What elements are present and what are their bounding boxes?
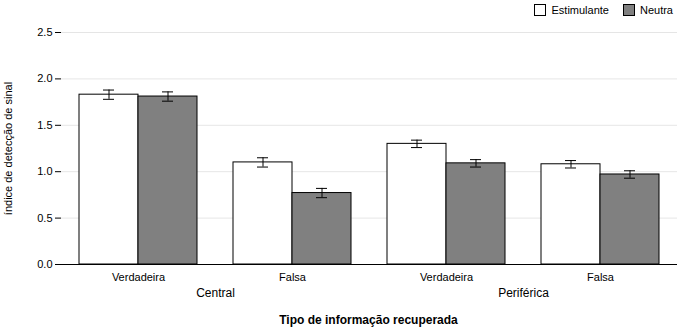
svg-text:Verdadeira: Verdadeira xyxy=(420,271,474,283)
svg-text:1.5: 1.5 xyxy=(37,119,52,131)
svg-text:índice de detecção de sinal: índice de detecção de sinal xyxy=(2,82,14,215)
svg-text:Verdadeira: Verdadeira xyxy=(112,271,166,283)
svg-text:2.0: 2.0 xyxy=(37,72,52,84)
svg-text:Falsa: Falsa xyxy=(587,271,615,283)
svg-text:Falsa: Falsa xyxy=(279,271,307,283)
svg-text:0.5: 0.5 xyxy=(37,212,52,224)
html-text:Estimulante: Estimulante xyxy=(551,4,609,16)
svg-text:1.0: 1.0 xyxy=(37,165,52,177)
svg-text:2.5: 2.5 xyxy=(37,26,52,38)
svg-text:Periférica: Periférica xyxy=(498,286,549,300)
html-text:Neutra: Neutra xyxy=(640,4,673,16)
html-text:Tipo de informação recuperada: Tipo de informação recuperada xyxy=(279,313,458,327)
svg-text:0.0: 0.0 xyxy=(37,258,52,270)
svg-text:Central: Central xyxy=(196,286,235,300)
